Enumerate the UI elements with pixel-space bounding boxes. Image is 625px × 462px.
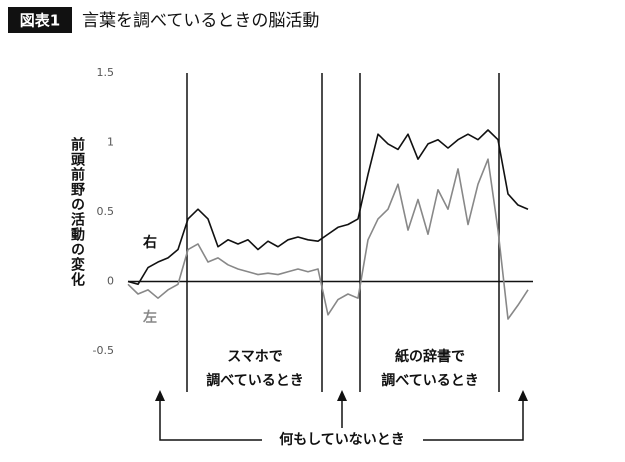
arrowheads [155,390,528,401]
phase-label: スマホで [227,349,283,365]
idle-bracket [159,398,524,441]
series-label: 左 [142,309,157,326]
phase-dividers [186,73,500,392]
y-tick-label: 1.5 [97,66,115,79]
bracket-line [159,398,262,441]
series-line [127,158,529,320]
y-axis-label: 前頭前野の活動の変化 [69,136,85,287]
y-tick-label: 0.5 [97,205,115,218]
y-tick-label: 0 [107,275,114,288]
phase-label: 紙の辞書で [395,348,465,365]
phase-label: 調べているとき [381,372,478,389]
arrowhead [155,390,165,401]
chart-title: 言葉を調べているときの脳活動 [82,11,319,31]
series-label: 右 [142,234,157,251]
idle-label: 何もしていないとき [279,431,405,448]
bracket-line [423,398,524,441]
figure-label: 図表1 [20,12,60,30]
y-tick-label: -0.5 [93,344,114,357]
arrowhead [518,390,528,401]
phase-label: 調べているとき [206,372,303,389]
figure-label-box [8,7,72,33]
y-tick-label: 1 [107,136,114,149]
arrowhead [337,390,347,401]
series-line [127,129,529,286]
